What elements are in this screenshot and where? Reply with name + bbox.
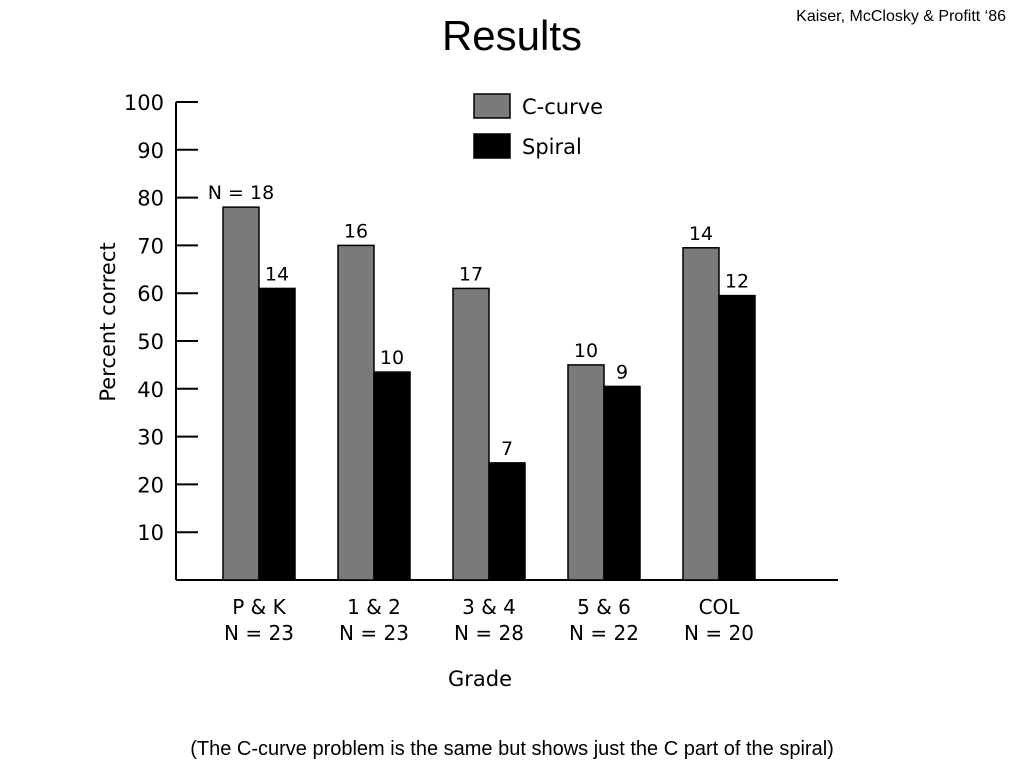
x-tick-label: P & K: [232, 595, 286, 619]
bar-c-curve: [682, 247, 720, 581]
bar-data-label: 10: [380, 347, 404, 369]
y-tick-label: 20: [137, 473, 164, 497]
chart-legend: C-curve Spiral: [473, 93, 603, 159]
bar-spiral: [488, 462, 526, 581]
y-tick-label: 60: [137, 282, 164, 306]
bar-data-label: 17: [459, 263, 483, 285]
bar-spiral: [718, 294, 756, 581]
bar-data-label: N = 18: [208, 182, 274, 204]
x-tick-count-label: N = 23: [339, 621, 409, 645]
slide-title: Results: [441, 12, 583, 59]
y-tick-label: 40: [137, 378, 164, 402]
y-tick-label: 30: [137, 426, 164, 450]
bar-data-label: 16: [344, 220, 368, 242]
y-axis-label: Percent correct: [96, 242, 120, 401]
chart-axes: 10 20 30 40 50 60 70 80 90 100 Percent correct Grad…: [96, 91, 838, 691]
legend-label: Spiral: [522, 135, 582, 159]
legend-label: C-curve: [522, 95, 603, 119]
citation: Kaiser, McClosky & Profitt ‘86: [796, 8, 1006, 25]
x-axis-label: Grade: [448, 667, 512, 691]
bar-spiral: [373, 371, 411, 581]
y-tick-label: 100: [124, 91, 164, 115]
y-tick-label: 80: [137, 187, 164, 211]
bar-spiral: [258, 287, 296, 581]
bar-data-label: 7: [501, 438, 513, 460]
y-tick-label: 10: [137, 521, 164, 545]
legend-swatch: [473, 133, 511, 159]
bar-c-curve: [337, 244, 375, 581]
x-tick-count-label: N = 28: [454, 621, 524, 645]
slide-caption: (The C-curve problem is the same but sho…: [190, 738, 834, 760]
bar-c-curve: [567, 364, 605, 581]
bar-data-label: 10: [574, 340, 598, 362]
bar-data-label: 14: [265, 263, 289, 285]
y-tick-label: 90: [137, 139, 164, 163]
chart-bars: N = 18 14 16 10 17 7 10 9 14 12: [208, 182, 756, 581]
bar-c-curve: [222, 206, 260, 581]
bar-c-curve: [452, 287, 490, 581]
bar-data-label: 9: [616, 361, 628, 383]
legend-swatch: [473, 93, 511, 119]
bar-data-label: 12: [725, 271, 749, 293]
x-tick-count-label: N = 22: [569, 621, 639, 645]
x-tick-label: 1 & 2: [347, 595, 401, 619]
x-tick-label: 3 & 4: [462, 595, 516, 619]
y-tick-label: 50: [137, 330, 164, 354]
x-tick-label: 5 & 6: [577, 595, 631, 619]
bar-spiral: [603, 385, 641, 581]
bar-data-label: 14: [689, 223, 713, 245]
x-tick-count-label: N = 20: [684, 621, 754, 645]
x-tick-count-label: N = 23: [224, 621, 294, 645]
x-tick-label: COL: [699, 595, 741, 619]
y-tick-label: 70: [137, 234, 164, 258]
